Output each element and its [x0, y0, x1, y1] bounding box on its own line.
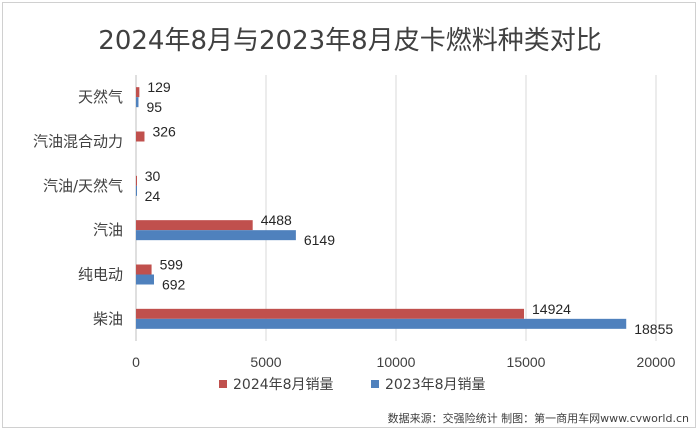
bar-2023	[136, 274, 154, 285]
bar-2024	[136, 220, 253, 231]
legend-label: 2024年8月销量	[233, 377, 334, 393]
category-label: 纯电动	[78, 266, 123, 284]
bar-2024	[136, 87, 140, 98]
bar-2024	[136, 308, 525, 319]
data-label: 4488	[261, 212, 292, 228]
category-label: 汽油混合动力	[33, 133, 123, 151]
data-label: 30	[145, 168, 161, 184]
bar-layer	[136, 87, 627, 329]
category-label: 汽油	[93, 221, 123, 239]
data-label: 24	[145, 188, 161, 204]
category-label: 柴油	[93, 310, 123, 328]
x-tick-label: 0	[132, 354, 140, 370]
chart-svg: 2024年8月与2023年8月皮卡燃料种类对比 0 5000 10000 15000 2…	[33, 26, 689, 425]
chart-title: 2024年8月与2023年8月皮卡燃料种类对比	[98, 26, 601, 56]
bar-2023	[136, 97, 139, 108]
data-label: 129	[147, 79, 171, 95]
category-label: 汽油/天然气	[43, 177, 123, 195]
legend-label: 2023年8月销量	[385, 377, 486, 393]
source-note: 数据来源：交强险统计 制图：第一商用车网www.cvworld.cn	[388, 411, 689, 425]
legend-swatch	[371, 380, 379, 388]
bar-2024	[136, 175, 137, 186]
data-label: 326	[152, 124, 176, 140]
bar-2024	[136, 264, 152, 275]
data-label: 599	[160, 257, 184, 273]
data-label: 14924	[532, 301, 571, 317]
bar-2024	[136, 131, 145, 142]
x-tick-label: 15000	[507, 354, 546, 370]
data-label: 692	[162, 277, 186, 293]
bar-2023	[136, 185, 137, 196]
legend-swatch	[219, 380, 227, 388]
bar-2023	[136, 318, 627, 329]
data-label: 6149	[304, 232, 335, 248]
legend: 2024年8月销量 2023年8月销量	[219, 377, 486, 393]
data-label: 18855	[634, 321, 673, 337]
x-tick-label: 10000	[377, 354, 416, 370]
bar-2023	[136, 230, 296, 241]
chart-frame: 2024年8月与2023年8月皮卡燃料种类对比 0 5000 10000 15000 2…	[2, 2, 696, 428]
data-label: 95	[146, 99, 162, 115]
label-layer: 0 5000 10000 15000 20000 天然气 129 95 汽油混合动力 326 汽油/…	[33, 79, 676, 370]
category-label: 天然气	[78, 88, 123, 106]
x-tick-label: 20000	[637, 354, 676, 370]
x-tick-label: 5000	[250, 354, 281, 370]
grid-layer	[135, 75, 657, 341]
